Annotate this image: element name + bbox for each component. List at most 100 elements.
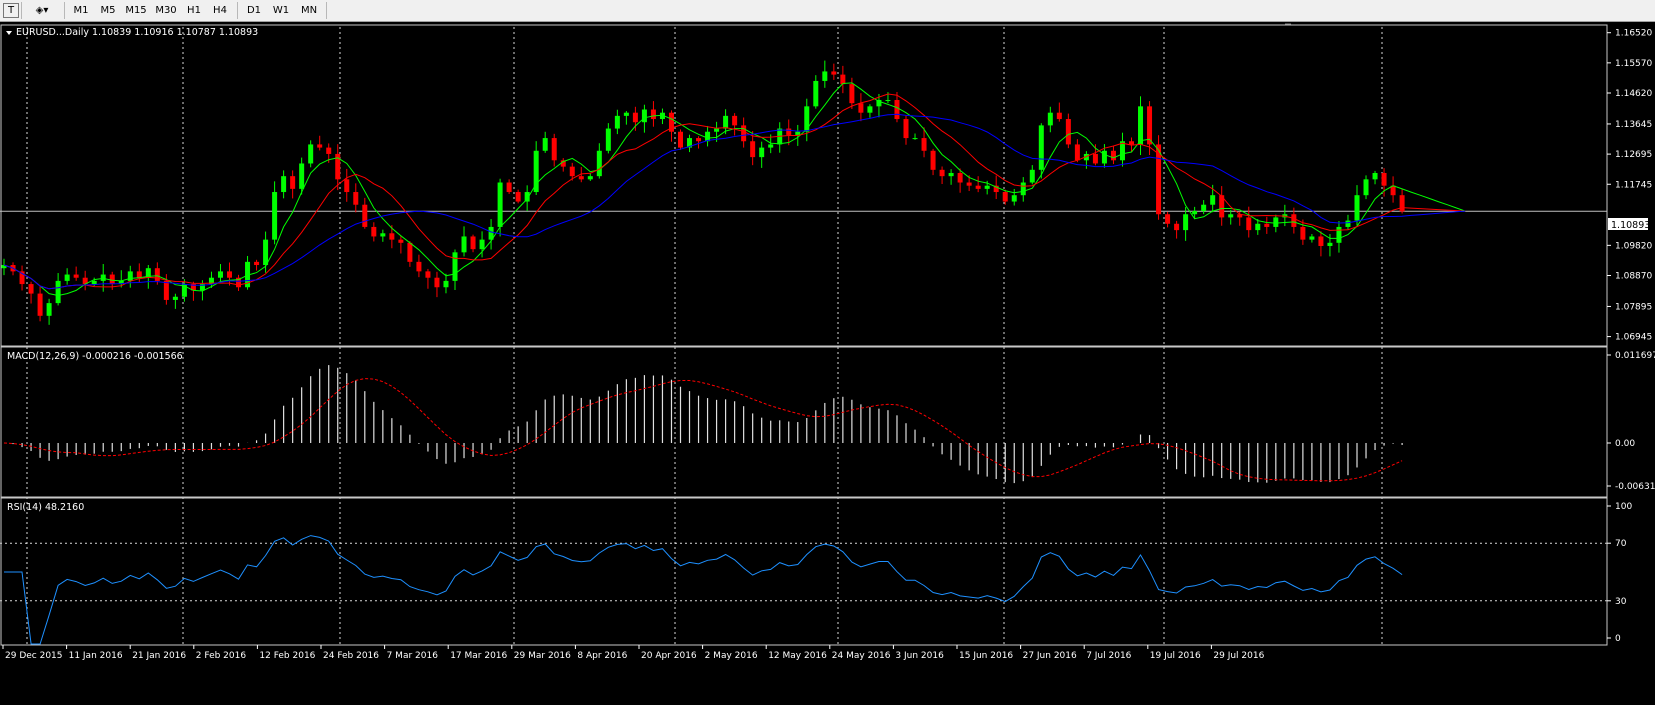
candle-body	[100, 274, 106, 281]
price-axis-label: 1.13645	[1615, 120, 1652, 130]
candles-layer	[1, 60, 1405, 325]
candle-body	[831, 71, 837, 75]
date-label: 29 Dec 2015	[5, 651, 63, 661]
candle-body	[236, 277, 242, 288]
candle-body	[1336, 226, 1342, 243]
date-label: 21 Jan 2016	[132, 651, 186, 661]
toolbar-separator	[64, 2, 65, 19]
candle-body	[1147, 106, 1153, 145]
price-panel-label: EURUSD...Daily 1.10839 1.10916 1.10787 1…	[16, 27, 258, 38]
candle-body	[551, 138, 557, 161]
objects-dropdown-icon[interactable]: ◈▾	[35, 5, 49, 16]
candle-body	[1273, 217, 1279, 227]
candle-body	[533, 150, 539, 193]
candle-body	[858, 103, 864, 113]
candle-body	[1372, 172, 1378, 180]
candle-body	[957, 172, 963, 183]
timeframe-m5[interactable]: M5	[100, 5, 116, 16]
candle-body	[245, 261, 251, 288]
candle-body	[272, 192, 278, 240]
candle-body	[804, 106, 810, 132]
text-tool-icon[interactable]: T	[3, 3, 19, 18]
timeframe-h1[interactable]: H1	[187, 5, 201, 16]
ma-slow-line	[3, 113, 1466, 290]
current-price-box	[1608, 218, 1648, 230]
candle-body	[127, 271, 133, 281]
candle-body	[461, 236, 467, 253]
date-label: 24 Feb 2016	[323, 651, 379, 661]
candle-body	[1119, 141, 1125, 161]
collapse-triangle-icon[interactable]	[6, 31, 12, 35]
candle-body	[389, 233, 395, 240]
timeframe-m1[interactable]: M1	[73, 5, 89, 16]
ma-mid-line	[3, 93, 1466, 290]
candle-body	[1156, 144, 1162, 215]
candle-body	[696, 138, 702, 142]
candle-body	[362, 204, 368, 227]
candle-body	[1390, 185, 1396, 196]
candle-body	[82, 277, 88, 285]
candle-body	[1174, 223, 1180, 231]
candle-body	[867, 106, 873, 113]
candle-body	[1138, 106, 1144, 145]
date-label: 15 Jun 2016	[959, 651, 1013, 661]
candle-body	[741, 125, 747, 142]
candle-body	[569, 166, 575, 177]
timeframe-mn[interactable]: MN	[300, 5, 318, 16]
toolbar-separator	[326, 2, 327, 19]
price-axis-label: 1.11745	[1615, 180, 1652, 190]
timeframe-m15[interactable]: M15	[125, 5, 147, 16]
ma-fast-line	[3, 82, 1466, 297]
chart-area[interactable]: EURUSD...Daily 1.10839 1.10916 1.10787 1…	[0, 22, 1655, 705]
candle-body	[109, 274, 115, 285]
candle-body	[614, 115, 620, 129]
candle-body	[217, 271, 223, 278]
current-price-label: 1.10893	[1611, 220, 1650, 231]
candle-body	[903, 119, 909, 139]
price-axis-label: 1.06945	[1615, 333, 1652, 343]
candle-body	[975, 185, 981, 189]
candle-body	[1309, 236, 1315, 240]
candle-body	[1300, 226, 1306, 240]
candle-body	[479, 239, 485, 250]
candle-body	[281, 176, 287, 193]
candle-body	[1399, 195, 1405, 212]
candle-body	[488, 226, 494, 240]
price-axis-label: 1.08870	[1615, 271, 1652, 281]
candle-body	[1228, 214, 1234, 218]
candle-body	[1255, 223, 1261, 231]
date-label: 2 May 2016	[705, 651, 758, 661]
candle-body	[668, 112, 674, 132]
candle-body	[1381, 172, 1387, 186]
price-axis-label: 1.14620	[1615, 89, 1652, 99]
macd-axis-label: 0.011697	[1615, 351, 1655, 361]
macd-layer	[3, 365, 1403, 484]
timeframe-h4[interactable]: H4	[213, 5, 227, 16]
candle-body	[326, 147, 332, 154]
candle-body	[91, 280, 97, 285]
candle-body	[1192, 211, 1198, 215]
candle-body	[750, 141, 756, 158]
candle-body	[1038, 125, 1044, 170]
candle-body	[434, 277, 440, 288]
date-label: 27 Jun 2016	[1023, 651, 1077, 661]
candle-body	[768, 144, 774, 148]
candle-body	[723, 115, 729, 129]
candle-body	[885, 99, 891, 101]
candle-body	[1183, 214, 1189, 231]
candle-body	[1074, 144, 1080, 161]
candle-body	[813, 80, 819, 107]
candle-body	[596, 150, 602, 177]
candle-body	[632, 112, 638, 123]
timeframe-d1[interactable]: D1	[246, 5, 262, 16]
candle-body	[1291, 214, 1297, 227]
timeframe-w1[interactable]: W1	[272, 5, 290, 16]
macd-axis-ticks: 0.011697 0.00 -0.006315	[1607, 351, 1655, 492]
candle-body	[515, 192, 521, 202]
candle-body	[678, 131, 683, 148]
candle-body	[1165, 214, 1171, 224]
timeframe-m30[interactable]: M30	[155, 5, 177, 16]
candle-body	[64, 274, 70, 281]
candle-body	[506, 182, 512, 193]
candle-body	[28, 284, 34, 294]
